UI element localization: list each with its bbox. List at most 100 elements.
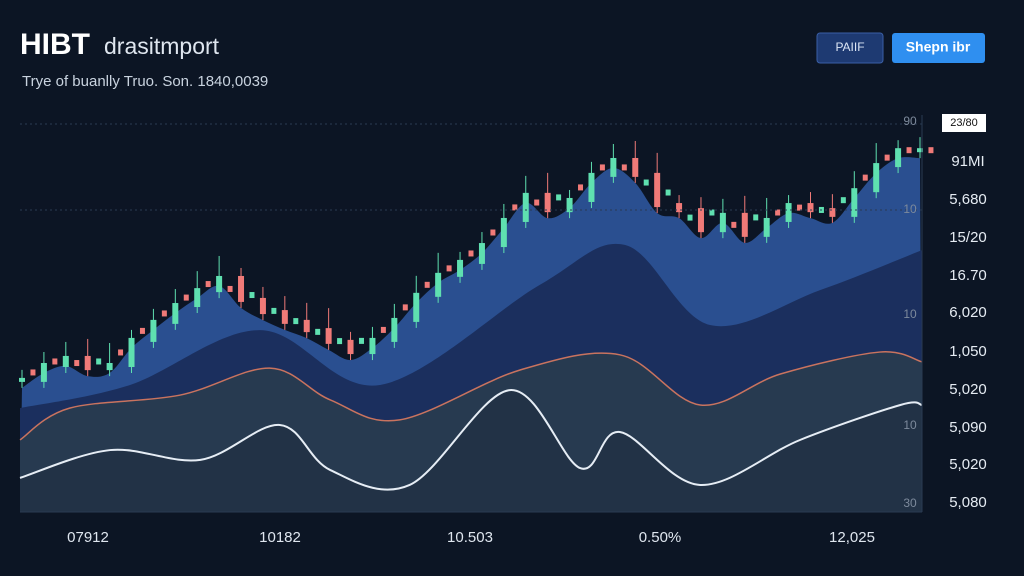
candle-body <box>851 188 858 217</box>
candle-body <box>763 217 770 237</box>
candle-body <box>128 337 135 367</box>
candle-body <box>719 212 726 233</box>
candle-body <box>315 328 321 335</box>
candle-body <box>227 285 233 292</box>
candle-body <box>271 307 277 314</box>
candle-body <box>599 164 605 171</box>
candle-body <box>588 172 595 202</box>
candle-body <box>731 221 737 228</box>
candle-body <box>632 157 639 177</box>
candle-body <box>84 355 91 371</box>
candle-body <box>281 310 288 324</box>
band-line <box>19 351 923 441</box>
x-axis-label: 07912 <box>67 529 109 546</box>
candle-body <box>895 148 902 168</box>
candle-body <box>424 281 430 288</box>
inner-axis-label: 10 <box>903 418 917 432</box>
candle-body <box>402 304 408 311</box>
candle-body <box>183 294 189 301</box>
candle-body <box>358 337 364 344</box>
candle-body <box>785 203 792 222</box>
candle-body <box>413 292 420 322</box>
candle-body <box>205 281 211 288</box>
candle-body <box>325 328 332 344</box>
subtitle: Trye of buanlly Truo. Son. 1840,0039 <box>22 73 268 90</box>
candle-body <box>873 163 880 193</box>
candle-body <box>391 317 398 342</box>
axis-label: 5,080 <box>949 494 987 511</box>
inner-axis-label: 10 <box>903 307 917 321</box>
candle-body <box>741 212 748 237</box>
candle-body <box>457 259 464 277</box>
axis-label: 16.70 <box>949 267 987 284</box>
candle-body <box>249 292 255 299</box>
candle-body <box>172 303 179 324</box>
candle-body <box>118 349 124 356</box>
plot <box>19 137 934 512</box>
button[interactable] <box>892 33 985 63</box>
band-area <box>20 390 922 512</box>
candle-body <box>74 360 80 367</box>
title-rest: drasitmport <box>104 33 220 59</box>
title: HIBT <box>20 28 90 61</box>
axis-label: 5,020 <box>949 381 987 398</box>
candle-body <box>654 172 661 208</box>
candle-body <box>578 184 584 191</box>
candle-body <box>840 197 846 204</box>
candle-body <box>917 148 923 153</box>
candle-body <box>676 203 683 213</box>
x-axis-label: 0.50% <box>639 529 682 546</box>
candle-body <box>259 297 266 315</box>
candle-body <box>643 179 649 186</box>
button-label[interactable]: Shepn ibr <box>906 39 971 55</box>
candle-body <box>347 339 354 355</box>
x-axis-label: 10182 <box>259 529 301 546</box>
candle-body <box>468 250 474 257</box>
candle-body <box>150 319 157 342</box>
inner-axis-label: 10 <box>903 202 917 216</box>
axis-label: 91MI <box>951 153 984 170</box>
candle-body <box>293 318 299 325</box>
candle-body <box>30 369 36 376</box>
inner-axis-label: 90 <box>903 114 917 128</box>
candle-body <box>709 209 715 216</box>
candle-body <box>216 275 223 293</box>
x-axis-label: 10.503 <box>447 529 493 546</box>
candle-body <box>775 209 781 216</box>
candle-body <box>490 229 496 236</box>
candle-body <box>446 265 452 272</box>
candle-body <box>534 199 540 206</box>
inner-axis-label: 30 <box>903 496 917 510</box>
candle-body <box>500 217 507 248</box>
axis-label: 5,090 <box>949 419 987 436</box>
candle-body <box>566 197 573 213</box>
candle-body <box>369 337 376 355</box>
button-label[interactable]: PAIIF <box>835 40 864 54</box>
candle-body <box>556 194 562 201</box>
button[interactable] <box>816 32 884 64</box>
candle-body <box>807 203 814 213</box>
candle-body <box>928 147 934 154</box>
price-tag-label: 23/80 <box>950 117 978 129</box>
candle-body <box>522 192 529 222</box>
candle-body <box>687 214 693 221</box>
candle-body <box>753 214 759 221</box>
candle-body <box>238 275 245 302</box>
candle-body <box>797 204 803 211</box>
candle-body <box>610 157 617 177</box>
candle-body <box>697 208 704 233</box>
x-axis-label: 12,025 <box>829 529 875 546</box>
price-tag <box>942 114 986 132</box>
candle-body <box>19 377 25 382</box>
axis-label: 5,680 <box>949 191 987 208</box>
candle-body <box>161 310 167 317</box>
candle-body <box>337 338 343 345</box>
candle-body <box>194 288 201 308</box>
candle-body <box>829 208 836 217</box>
candle-body <box>862 174 868 181</box>
candle-body <box>139 327 145 334</box>
axis-label: 5,020 <box>949 456 987 473</box>
candle-body <box>665 189 671 196</box>
